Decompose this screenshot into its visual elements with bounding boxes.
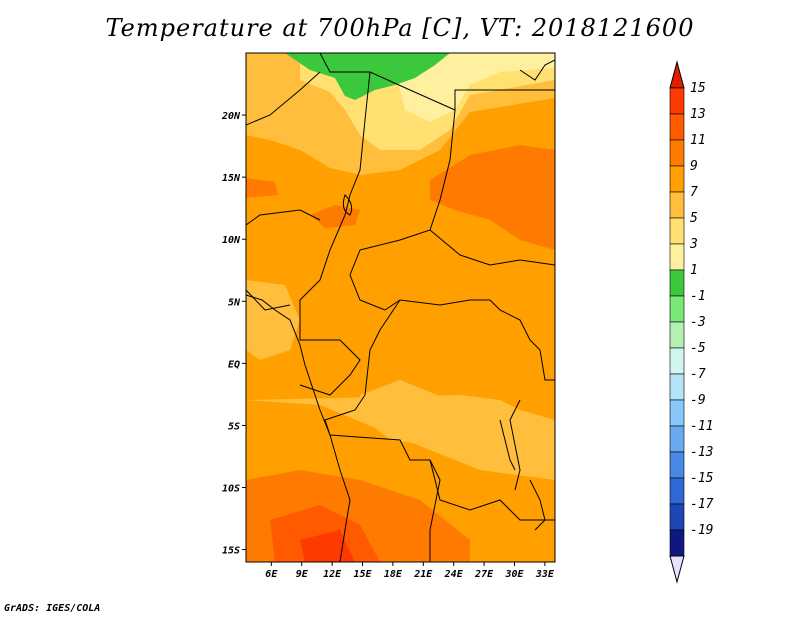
colorbar-label: -1 bbox=[690, 289, 706, 304]
colorbar-top-arrow bbox=[669, 60, 685, 89]
colorbar-swatch bbox=[669, 503, 685, 531]
y-axis: 20N 15N 10N 5N EQ 5S 10S 15S bbox=[221, 111, 246, 557]
y-tick-label: 10S bbox=[222, 484, 240, 495]
colorbar-label: -7 bbox=[690, 367, 706, 382]
colorbar-label: -15 bbox=[690, 471, 714, 486]
colorbar-label: 7 bbox=[690, 185, 698, 200]
y-tick-label: 15N bbox=[222, 173, 241, 184]
y-tick-label: EQ bbox=[228, 359, 240, 370]
y-tick-label: 10N bbox=[222, 235, 241, 246]
field-warm-lakechad bbox=[310, 205, 360, 228]
colorbar-swatch bbox=[669, 399, 685, 427]
x-tick-label: 15E bbox=[353, 569, 372, 580]
colorbar-swatch bbox=[669, 191, 685, 219]
colorbar-bottom-arrow bbox=[669, 555, 685, 584]
colorbar-swatch bbox=[669, 217, 685, 245]
x-tick-label: 6E bbox=[265, 569, 278, 580]
colorbar-label: 13 bbox=[690, 107, 706, 122]
field-cool-south bbox=[246, 395, 555, 480]
colorbar-swatch bbox=[669, 373, 685, 401]
field-warm-west bbox=[246, 178, 278, 198]
field-warm-east bbox=[430, 145, 555, 250]
colorbar-swatch bbox=[669, 451, 685, 479]
colorbar-swatch bbox=[669, 113, 685, 141]
x-tick-label: 21E bbox=[413, 569, 433, 580]
y-tick-label: 5S bbox=[228, 421, 240, 432]
footer-credit: GrADS: IGES/COLA bbox=[4, 603, 101, 614]
x-tick-label: 33E bbox=[535, 569, 555, 580]
colorbar-swatch bbox=[669, 165, 685, 193]
temperature-field bbox=[246, 53, 555, 562]
colorbar-swatch bbox=[669, 295, 685, 323]
x-tick-label: 24E bbox=[444, 569, 464, 580]
x-tick-label: 30E bbox=[504, 569, 524, 580]
colorbar-label: 9 bbox=[690, 159, 698, 174]
colorbar-label: -13 bbox=[690, 445, 713, 460]
map-title: Temperature at 700hPa [C], VT: 201812160… bbox=[105, 14, 695, 42]
colorbar-label: -9 bbox=[690, 393, 706, 408]
colorbar-swatch bbox=[669, 269, 685, 297]
colorbar-swatch bbox=[669, 529, 685, 557]
colorbar-label: -3 bbox=[690, 315, 706, 330]
colorbar-label: -19 bbox=[690, 523, 713, 538]
field-hotter-sw bbox=[270, 505, 380, 562]
x-tick-label: 12E bbox=[323, 569, 342, 580]
colorbar-label: -5 bbox=[690, 341, 706, 356]
colorbar-label: 5 bbox=[690, 211, 698, 226]
colorbar-swatch bbox=[669, 87, 685, 115]
colorbar-swatch bbox=[669, 139, 685, 167]
field-cool-coast bbox=[246, 280, 300, 360]
colorbar-swatch bbox=[669, 477, 685, 505]
x-tick-label: 18E bbox=[384, 569, 403, 580]
colorbar-swatch bbox=[669, 347, 685, 375]
colorbar-label: 3 bbox=[689, 237, 698, 252]
colorbar-swatch bbox=[669, 321, 685, 349]
x-axis: 6E 9E 12E 15E 18E 21E 24E 27E 30E 33E bbox=[265, 562, 555, 580]
y-tick-label: 20N bbox=[221, 111, 241, 122]
colorbar-label: -17 bbox=[690, 497, 714, 512]
x-tick-label: 9E bbox=[296, 569, 309, 580]
field-band-3 bbox=[395, 53, 555, 122]
colorbar-swatch bbox=[669, 243, 685, 271]
coastlines bbox=[246, 59, 555, 531]
plot-frame bbox=[245, 52, 556, 563]
colorbar-label: 11 bbox=[690, 133, 706, 148]
colorbar-label: 1 bbox=[690, 263, 698, 278]
colorbar: 15 13 11 9 7 5 3 1 -1 -3 -5 -7 -9 -11 -13 -15 -17 -19 bbox=[669, 60, 714, 584]
colorbar-label: -11 bbox=[690, 419, 713, 434]
x-tick-label: 27E bbox=[474, 569, 494, 580]
colorbar-label: 15 bbox=[690, 81, 706, 96]
y-tick-label: 15S bbox=[222, 546, 240, 557]
colorbar-swatch bbox=[669, 425, 685, 453]
y-tick-label: 5N bbox=[228, 297, 241, 308]
